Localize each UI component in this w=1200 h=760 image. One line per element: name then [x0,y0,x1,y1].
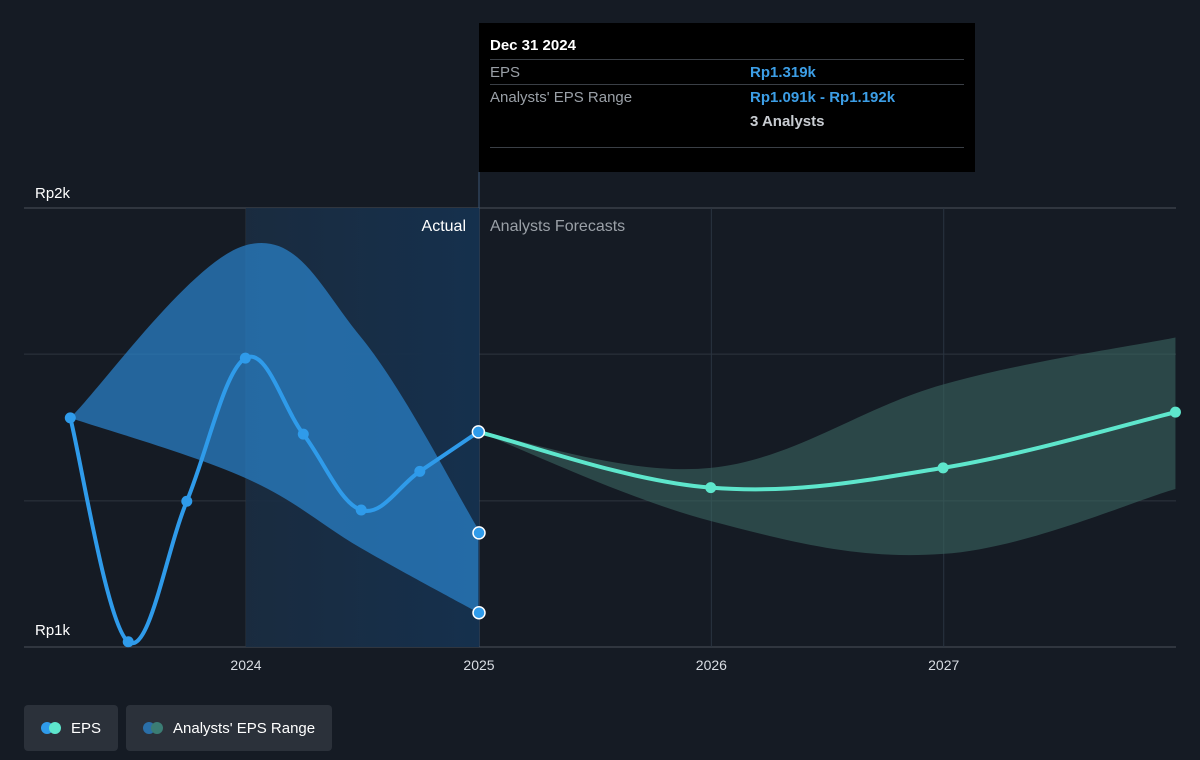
point-actual [471,425,486,439]
point-forecast [937,462,949,474]
legend-range-swatch [143,722,164,734]
y-axis-max-label: Rp2k [35,185,71,202]
tooltip-analysts-row: 3 Analysts [490,109,964,133]
point-actual [122,636,134,648]
point-actual [414,465,426,477]
point-actual [355,504,367,516]
x-tick-label-2025: 2025 [463,657,494,673]
tooltip-eps-value: Rp1.319k [750,63,816,81]
legend-range-label: Analysts' EPS Range [173,719,316,737]
eps-chart: Rp2k Rp1k 2024 2025 2026 2027 Actual Analysts F… [24,172,1181,673]
range-end-marker [472,526,486,540]
legend-eps-dot-forecast [49,722,61,734]
x-tick-label-2024: 2024 [230,657,261,673]
tooltip-range-value: Rp1.091k - Rp1.192k [750,88,896,106]
legend-range-dot-forecast [151,722,164,734]
line-forecast [476,410,1178,492]
point-forecast [1169,406,1181,418]
tooltip: Dec 31 2024 EPS Rp1.319k Analysts' EPS R… [479,23,975,172]
point-actual [181,495,193,507]
actual-region-label: Actual [422,218,466,235]
point-actual [297,428,309,440]
tooltip-date: Dec 31 2024 [490,37,576,54]
point-actual [64,412,76,424]
point-actual [239,352,251,364]
legend-item-range[interactable]: Analysts' EPS Range [126,705,333,751]
forecast-region-label: Analysts Forecasts [490,218,625,235]
tooltip-range-label: Analysts' EPS Range [490,88,633,106]
range-end-marker [472,606,486,620]
legend: EPS Analysts' EPS Range [24,705,333,751]
legend-eps-swatch [41,722,61,734]
legend-eps-label: EPS [71,719,102,737]
tooltip-eps-label: EPS [490,63,521,81]
tooltip-divider [490,147,964,148]
point-forecast [705,482,717,494]
x-tick-label-2026: 2026 [696,657,727,673]
y-axis-min-label: Rp1k [35,622,71,639]
x-tick-label-2027: 2027 [928,657,959,673]
legend-item-eps[interactable]: EPS [24,705,119,751]
tooltip-analysts-count: 3 Analysts [750,112,825,130]
tooltip-range-row: Analysts' EPS Range Rp1.091k - Rp1.192k [490,84,964,109]
band-range-past [70,242,479,613]
band-range-forecast [478,337,1176,556]
tooltip-eps-row: EPS Rp1.319k [490,59,964,84]
